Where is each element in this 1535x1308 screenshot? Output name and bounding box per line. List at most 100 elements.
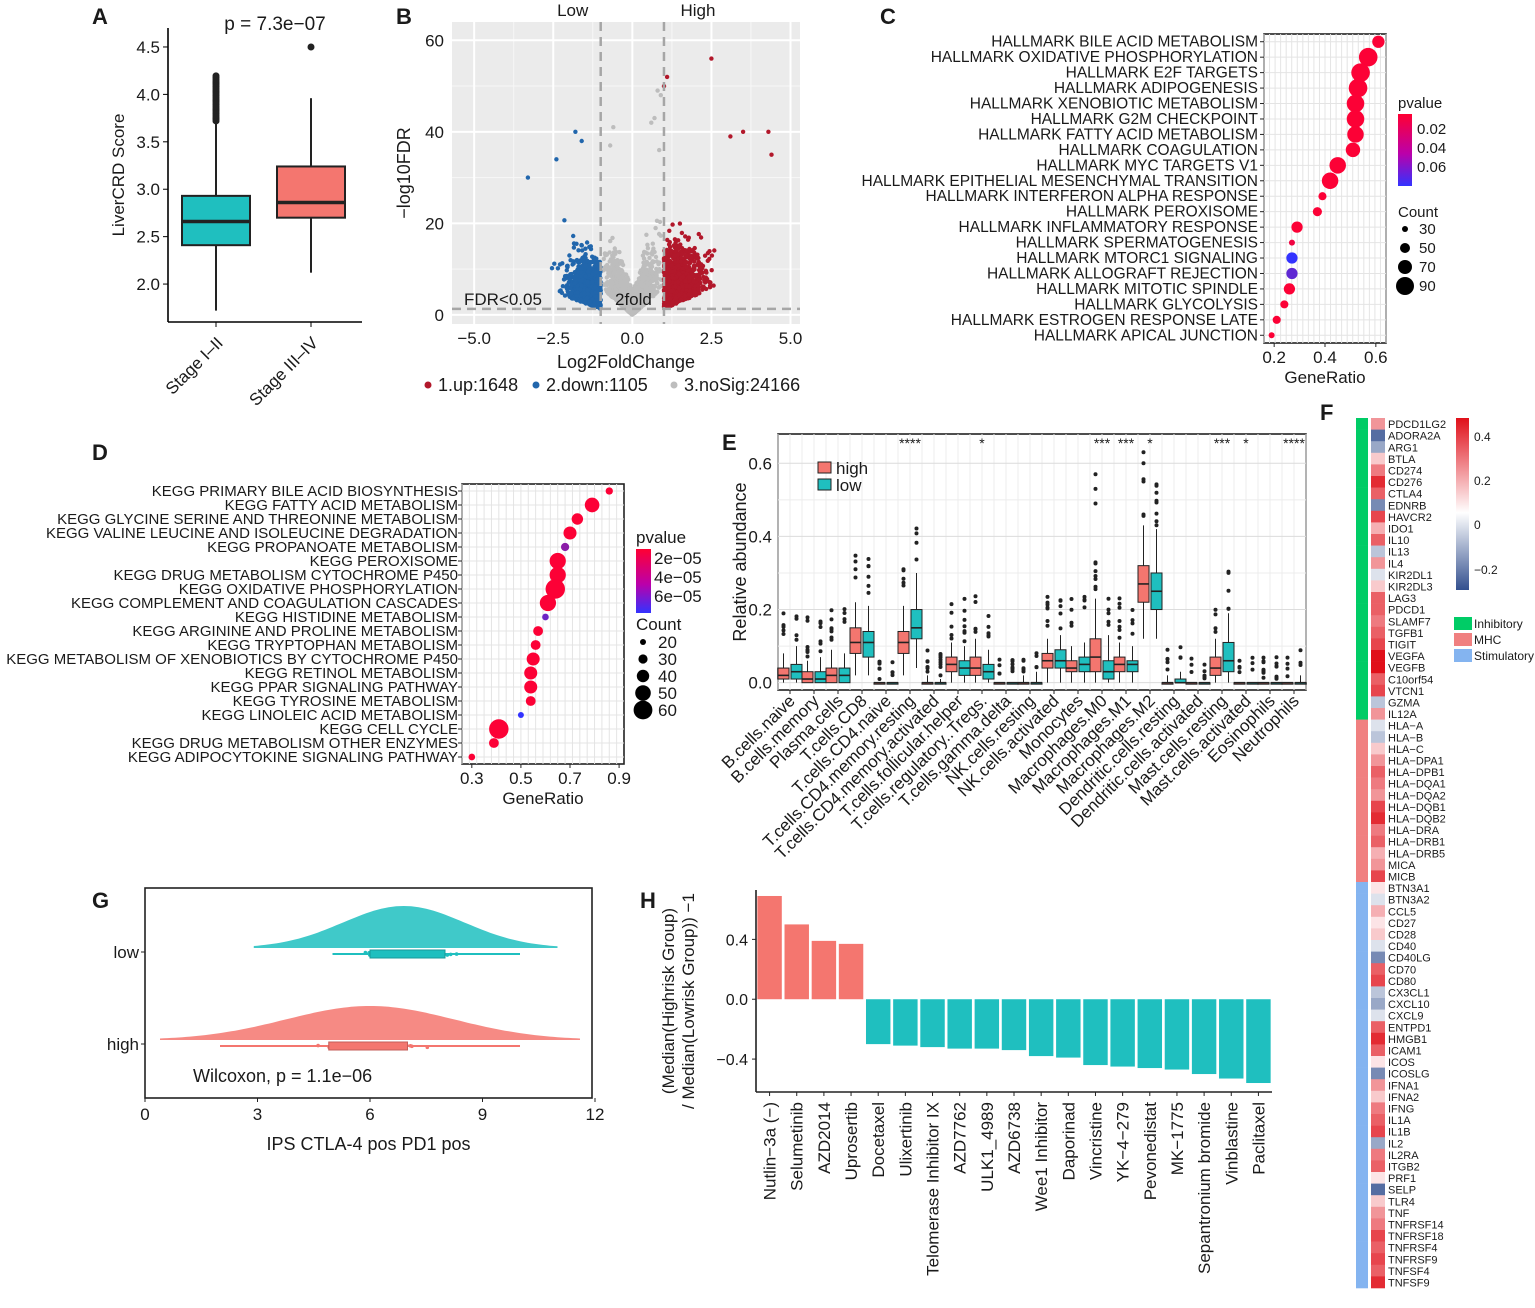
b-gene-point <box>604 275 609 280</box>
b-fold-label: 2fold <box>615 290 652 309</box>
a-y-axis-title: LiverCRD Score <box>109 114 128 237</box>
b-gene-point <box>620 262 626 268</box>
b-y-tick-label: 40 <box>425 123 444 142</box>
b-gene-point <box>711 283 716 288</box>
b-gene-point <box>591 258 596 263</box>
b-x-axis-title: Log2FoldChange <box>557 352 695 372</box>
b-gene-point <box>549 266 555 271</box>
b-gene-point <box>571 241 577 246</box>
b-gene-point <box>679 230 685 236</box>
b-gene-point <box>769 152 774 157</box>
b-gene-point <box>575 290 580 295</box>
a-x-tick-label: Stage I–II <box>162 333 227 398</box>
b-gene-point <box>555 266 561 271</box>
b-gene-point <box>709 268 714 273</box>
b-low-label: Low <box>557 1 589 20</box>
b-gene-point <box>560 261 565 266</box>
b-legend-key <box>532 381 540 389</box>
b-gene-point <box>706 279 712 285</box>
b-gene-point <box>647 255 652 261</box>
b-y-axis-title: −log10FDR <box>394 127 414 219</box>
b-gene-point <box>588 244 593 249</box>
b-gene-point <box>656 231 662 237</box>
b-gene-point <box>653 254 659 260</box>
panel-label-d: D <box>92 440 108 465</box>
panel-label-a: A <box>92 4 108 29</box>
a-y-tick-label: 2.0 <box>136 275 160 294</box>
b-gene-point <box>655 276 660 281</box>
c-term-dot <box>1345 142 1361 158</box>
b-gene-point <box>667 228 672 233</box>
b-gene-point <box>653 225 658 231</box>
b-gene-point <box>604 289 610 294</box>
b-gene-point <box>679 251 684 257</box>
panel-label-g: G <box>92 888 109 913</box>
b-gene-point <box>616 283 621 288</box>
a-y-tick-label: 3.0 <box>136 180 160 199</box>
b-gene-point <box>678 297 684 303</box>
b-gene-point <box>680 284 685 289</box>
b-gene-point <box>699 270 704 276</box>
b-gene-point <box>709 253 715 258</box>
b-gene-point <box>657 219 663 225</box>
b-gene-point <box>611 254 616 260</box>
a-p-value: p = 7.3e−07 <box>224 14 325 35</box>
b-gene-point <box>686 292 692 297</box>
b-legend-label: 3.noSig:24166 <box>684 375 800 395</box>
b-gene-point <box>665 237 670 243</box>
b-gene-point <box>704 270 709 275</box>
b-gene-point <box>652 249 657 255</box>
b-gene-point <box>607 267 613 272</box>
c-term-label: HALLMARK E2F TARGETS <box>1066 65 1258 82</box>
b-gene-point <box>673 238 679 243</box>
b-x-tick-label: −2.5 <box>536 329 570 348</box>
c-term-dot <box>1372 35 1385 48</box>
b-gene-point <box>573 129 578 134</box>
b-y-tick-label: 60 <box>425 31 444 50</box>
b-y-tick-label: 20 <box>425 214 444 233</box>
b-gene-point <box>579 138 584 144</box>
b-gene-point <box>669 288 674 294</box>
b-gene-point <box>703 275 709 280</box>
b-gene-point <box>572 281 577 286</box>
a-outlier-point <box>307 43 315 51</box>
b-gene-point <box>671 243 676 248</box>
b-gene-point <box>696 287 701 292</box>
c-term-label: HALLMARK G2M CHECKPOINT <box>1031 111 1259 128</box>
a-box <box>276 165 346 219</box>
panel-label-e: E <box>722 430 737 455</box>
panel-label-b: B <box>396 4 412 29</box>
b-gene-point <box>604 252 609 257</box>
b-gene-point <box>649 120 654 125</box>
b-gene-point <box>579 283 584 288</box>
b-gene-point <box>685 237 691 242</box>
b-gene-point <box>673 295 678 301</box>
b-gene-point <box>670 222 675 227</box>
b-gene-point <box>587 299 592 304</box>
b-legend-key <box>670 381 678 389</box>
b-gene-point <box>667 296 673 302</box>
b-gene-point <box>571 261 576 266</box>
b-gene-point <box>695 252 700 257</box>
b-gene-point <box>620 282 626 287</box>
c-term-label: HALLMARK FATTY ACID METABOLISM <box>978 126 1258 143</box>
b-gene-point <box>683 234 688 239</box>
b-gene-point <box>683 261 688 266</box>
b-gene-point <box>728 134 733 139</box>
b-gene-point <box>664 282 670 287</box>
b-gene-point <box>678 259 683 264</box>
b-gene-point <box>645 261 651 266</box>
b-gene-point <box>655 88 660 93</box>
b-gene-point <box>578 287 583 292</box>
b-gene-point <box>576 264 581 269</box>
c-term-label: HALLMARK EPITHELIAL MESENCHYMAL TRANSITI… <box>862 173 1259 190</box>
c-term-dot <box>1329 157 1346 174</box>
b-gene-point <box>664 74 670 80</box>
b-gene-point <box>692 290 698 295</box>
b-gene-point <box>695 282 701 288</box>
b-gene-point <box>650 241 655 246</box>
c-term-dot <box>1321 172 1339 190</box>
c-term-dot <box>1346 110 1365 128</box>
b-gene-point <box>616 275 622 280</box>
